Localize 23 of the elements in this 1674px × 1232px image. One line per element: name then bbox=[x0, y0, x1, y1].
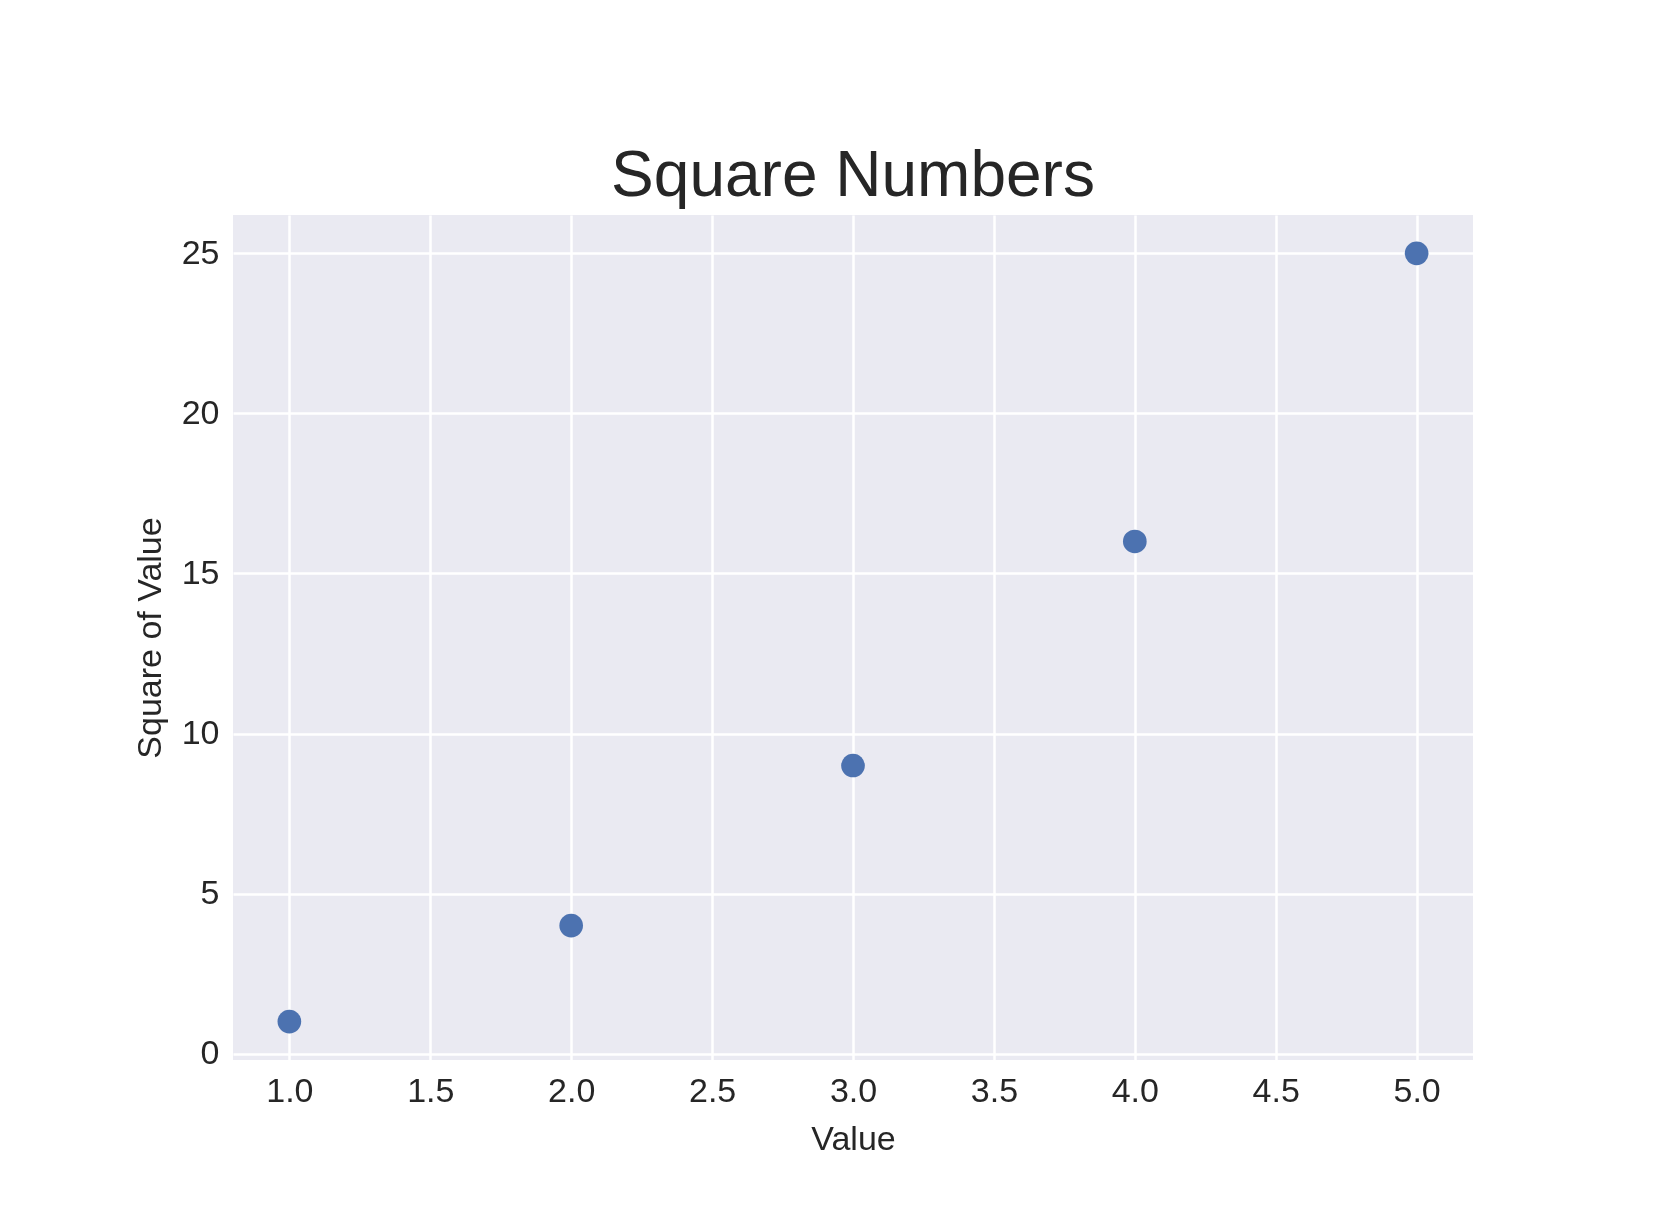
y-tick-label: 5 bbox=[200, 873, 220, 912]
x-tick-label: 2.0 bbox=[548, 1070, 596, 1109]
x-tick-label: 1.5 bbox=[407, 1070, 455, 1109]
point bbox=[1122, 529, 1147, 554]
point bbox=[559, 913, 584, 938]
y-tick-label: 0 bbox=[200, 1033, 220, 1072]
x-tick-label: 4.5 bbox=[1252, 1070, 1300, 1109]
x-tick-label: 2.5 bbox=[688, 1070, 737, 1109]
point bbox=[1404, 241, 1429, 266]
y-tick-label: 15 bbox=[181, 552, 220, 591]
y-axis-title: Square of Value bbox=[129, 517, 168, 759]
point bbox=[841, 753, 865, 778]
x-tick-label: 3.5 bbox=[970, 1070, 1019, 1109]
x-tick-label: 1.0 bbox=[266, 1070, 314, 1109]
chart-title: Square Numbers bbox=[611, 138, 1095, 210]
y-tick-label: 20 bbox=[181, 392, 220, 431]
x-axis-title: Value bbox=[811, 1118, 896, 1157]
point bbox=[277, 1009, 302, 1034]
y-tick-label: 10 bbox=[181, 713, 220, 752]
y-tick-label: 25 bbox=[181, 232, 220, 271]
x-tick-label: 3.0 bbox=[829, 1070, 878, 1109]
x-tick-label: 5.0 bbox=[1393, 1070, 1441, 1109]
x-tick-label: 4.0 bbox=[1111, 1070, 1159, 1109]
